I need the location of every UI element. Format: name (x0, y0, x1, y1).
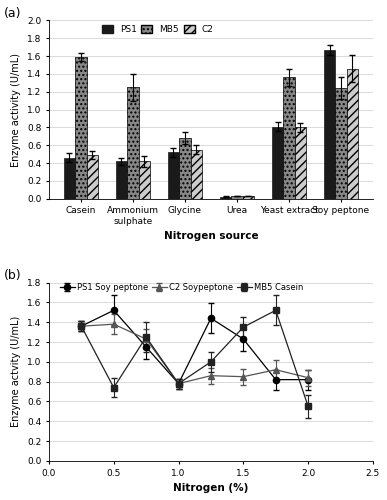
Bar (139, 162, 150, 198)
Bar (127, 88, 139, 198)
Bar (75, 57, 87, 199)
Legend: PS1, MB5, C2: PS1, MB5, C2 (102, 25, 214, 34)
Y-axis label: Enzyme activity (U/mL): Enzyme activity (U/mL) (11, 52, 21, 166)
Bar (347, 68, 358, 198)
Bar (63, 158, 75, 198)
Bar (87, 155, 98, 198)
Bar (168, 152, 179, 198)
Legend: PS1 Soy peptone, C2 Soypeptone, MB5 Casein: PS1 Soy peptone, C2 Soypeptone, MB5 Case… (60, 283, 303, 292)
Bar (283, 78, 295, 198)
Bar (272, 126, 283, 198)
Bar (231, 196, 243, 198)
Y-axis label: Enzyme actvity (U/mL): Enzyme actvity (U/mL) (11, 316, 21, 428)
X-axis label: Nitrogen source: Nitrogen source (164, 232, 258, 241)
Text: (b): (b) (3, 269, 21, 282)
Bar (116, 162, 127, 198)
Text: (a): (a) (3, 7, 21, 20)
Bar (220, 197, 231, 198)
Bar (295, 128, 306, 198)
Bar (191, 150, 202, 198)
Bar (243, 196, 254, 198)
Bar (324, 50, 335, 199)
Bar (179, 138, 191, 198)
Bar (335, 88, 347, 198)
X-axis label: Nitrogen (%): Nitrogen (%) (173, 483, 248, 493)
